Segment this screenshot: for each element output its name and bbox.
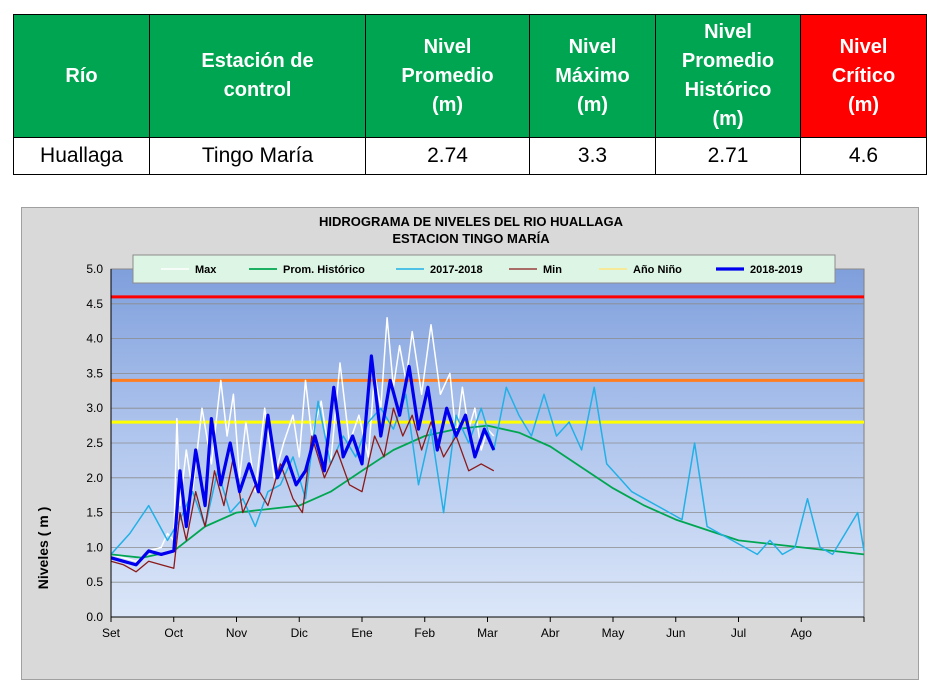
x-tick-label: Ago — [791, 626, 813, 640]
cell-estacion: Tingo María — [149, 137, 366, 175]
x-tick-label: Feb — [414, 626, 435, 640]
legend: Max Prom. Histórico 2017-2018 Min Año Niño 20… — [132, 254, 836, 284]
x-tick-label: Jul — [731, 626, 746, 640]
x-tick-label: Ene — [351, 626, 373, 640]
y-tick-label: 0.5 — [86, 575, 103, 589]
cell-rio: Huallaga — [13, 137, 150, 175]
y-tick-label: 1.5 — [86, 506, 103, 520]
y-tick-label: 2.0 — [86, 471, 103, 485]
chart-title: HIDROGRAMA DE NIVELES DEL RIO HUALLAGA — [319, 214, 624, 229]
chart-subtitle: ESTACION TINGO MARÍA — [392, 231, 550, 246]
hydrograph-chart: HIDROGRAMA DE NIVELES DEL RIO HUALLAGA E… — [21, 207, 919, 680]
x-tick-label: Mar — [477, 626, 498, 640]
header-nivel-maximo: Nivel Máximo (m) — [529, 14, 656, 138]
y-tick-label: 4.5 — [86, 297, 103, 311]
series-line — [110, 407, 495, 573]
chart-svg: HIDROGRAMA DE NIVELES DEL RIO HUALLAGA E… — [21, 207, 919, 680]
series-line — [110, 386, 865, 556]
header-rio: Río — [13, 14, 150, 138]
header-estacion: Estación de control — [149, 14, 366, 138]
legend-label: Prom. Histórico — [283, 264, 365, 276]
cell-nivel-promedio: 2.74 — [365, 137, 530, 175]
legend-label: Min — [543, 264, 562, 276]
x-tick-label: Oct — [164, 626, 183, 640]
y-tick-label: 1.0 — [86, 540, 103, 554]
summary-table: Río Estación de control Nivel Promedio (… — [13, 14, 927, 175]
header-nivel-promedio-historico: Nivel Promedio Histórico (m) — [655, 14, 801, 138]
y-tick-label: 2.5 — [86, 436, 103, 450]
y-tick-label: 3.5 — [86, 366, 103, 380]
y-tick-label: 3.0 — [86, 401, 103, 415]
y-tick-label: 4.0 — [86, 332, 103, 346]
series-line — [110, 316, 495, 563]
x-tick-label: Jun — [666, 626, 685, 640]
cell-nivel-maximo: 3.3 — [529, 137, 656, 175]
header-nivel-critico: Nivel Crítico (m) — [800, 14, 927, 138]
cell-nivel-critico: 4.6 — [800, 137, 927, 175]
y-axis-label: Niveles ( m ) — [35, 507, 51, 589]
x-tick-label: Abr — [541, 626, 560, 640]
series-line — [110, 424, 865, 559]
table-header-row: Río Estación de control Nivel Promedio (… — [13, 14, 927, 138]
legend-label: 2018-2019 — [750, 264, 803, 276]
cell-nivel-promedio-historico: 2.71 — [655, 137, 801, 175]
x-tick-label: Set — [102, 626, 121, 640]
plot-area: 0.0 0.5 1.0 1.5 2.0 2.5 3.0 3.5 4.0 4.5 5.0 Set Oct N… — [86, 254, 865, 640]
y-tick-label: 5.0 — [86, 262, 103, 276]
y-tick-label: 0.0 — [86, 610, 103, 624]
x-tick-label: May — [602, 626, 625, 640]
header-nivel-promedio: Nivel Promedio (m) — [365, 14, 530, 138]
legend-label: Max — [195, 264, 217, 276]
series-line — [110, 354, 496, 567]
x-tick-label: Dic — [291, 626, 308, 640]
legend-label: Año Niño — [633, 264, 682, 276]
legend-label: 2017-2018 — [430, 264, 483, 276]
x-tick-label: Nov — [226, 626, 247, 640]
table-row: Huallaga Tingo María 2.74 3.3 2.71 4.6 — [13, 137, 927, 175]
